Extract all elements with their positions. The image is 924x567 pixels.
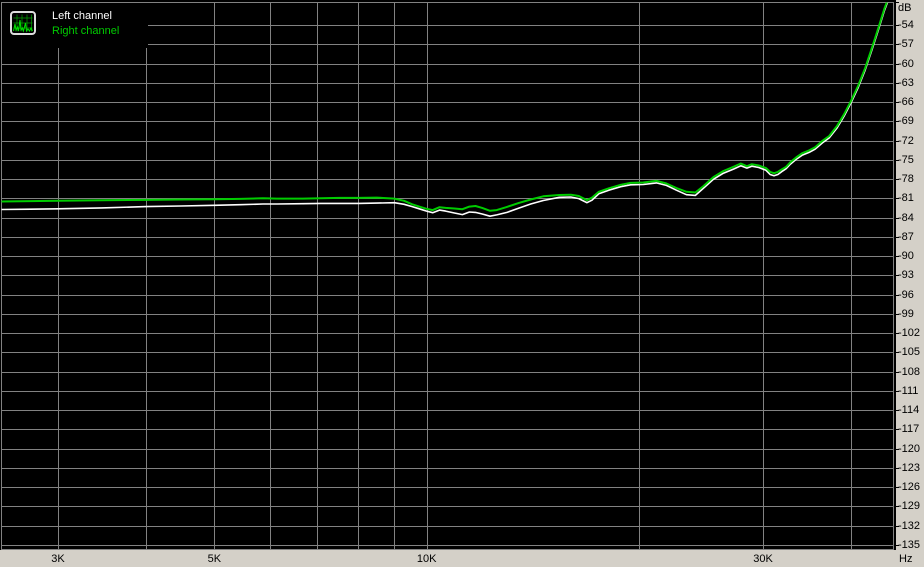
y-axis-tick-label: -129 <box>898 500 921 513</box>
y-axis-tick-label: -111 <box>898 384 919 397</box>
y-axis-tick-label: -120 <box>898 442 921 455</box>
y-axis-tick-label: -117 <box>898 423 920 436</box>
y-axis-panel <box>896 0 924 567</box>
y-axis-tick-label: -60 <box>898 57 914 70</box>
y-axis-tick-label: -126 <box>898 481 921 493</box>
x-axis-panel <box>0 550 896 567</box>
y-axis-tick-label: -90 <box>898 250 914 262</box>
y-axis-tick-label: -57 <box>898 38 914 51</box>
y-axis-tick-label: -99 <box>898 307 914 320</box>
y-axis-tick-label: -102 <box>898 327 921 339</box>
y-axis-tick-label: -132 <box>898 519 921 532</box>
y-axis-unit-label: dB <box>898 2 912 14</box>
legend-item-right-channel: Right channel <box>52 25 120 37</box>
x-axis-tick-label: 30K <box>753 553 773 565</box>
legend: Left channel Right channel <box>2 3 148 48</box>
spectrum-icon <box>10 11 36 35</box>
y-axis-tick-label: -72 <box>898 134 914 147</box>
y-axis-tick-label: -123 <box>898 461 921 474</box>
y-axis-tick-label: -96 <box>898 288 914 301</box>
x-axis-tick-label: 5K <box>207 553 222 565</box>
y-axis-tick-label: -66 <box>898 96 914 108</box>
x-axis-unit-label: Hz <box>899 553 913 565</box>
y-axis-tick-label: -108 <box>898 365 921 378</box>
y-axis-tick-label: -78 <box>898 173 914 185</box>
y-axis-tick-label: -105 <box>898 346 921 359</box>
y-axis-tick-label: -75 <box>898 153 914 166</box>
legend-item-left-channel: Left channel <box>52 10 112 22</box>
legend-labels: Left channel Right channel <box>52 9 119 39</box>
x-axis-tick-label: 10K <box>416 553 437 565</box>
y-axis-tick-label: -81 <box>898 192 914 205</box>
y-axis-tick-label: -63 <box>898 76 914 89</box>
y-axis-tick-label: -84 <box>898 211 914 224</box>
y-axis-tick-label: -69 <box>898 115 914 128</box>
y-axis-tick-label: -54 <box>898 19 914 31</box>
y-axis-tick-label: -93 <box>898 269 914 282</box>
y-axis-tick-label: -114 <box>898 404 920 416</box>
y-axis-tick-label: -87 <box>898 230 914 243</box>
y-axis-tick-label: -135 <box>898 538 921 551</box>
x-axis-tick-label: 3K <box>51 553 65 565</box>
